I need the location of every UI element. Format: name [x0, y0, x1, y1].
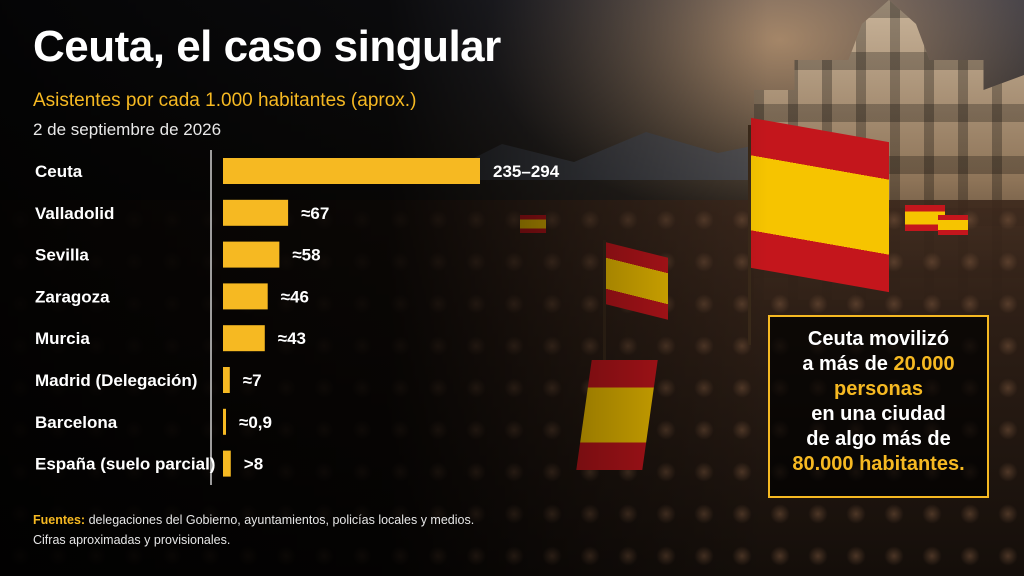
bar	[223, 158, 480, 184]
value-label: ≈0,9	[239, 413, 272, 432]
sources-note: Fuentes: delegaciones del Gobierno, ayun…	[33, 510, 474, 550]
callout-highlight: personas	[834, 378, 923, 400]
callout-highlight: 20.000	[893, 353, 955, 375]
chart-title: Ceuta, el caso singular	[33, 22, 501, 71]
callout-box: Ceuta movilizó a más de 20.000 personas …	[768, 315, 989, 498]
category-label: Sevilla	[35, 246, 89, 265]
category-label: Zaragoza	[35, 287, 110, 306]
category-label: Valladolid	[35, 204, 114, 223]
callout-line: en una ciudad	[811, 403, 946, 425]
callout-line: a más de 20.000	[802, 353, 955, 375]
bar	[223, 283, 268, 310]
callout-line: Ceuta movilizó	[807, 328, 950, 350]
callout-highlight: 80.000 habitantes.	[792, 453, 965, 475]
sources-line: Fuentes: delegaciones del Gobierno, ayun…	[33, 510, 474, 530]
sources-lead: Fuentes:	[33, 513, 86, 527]
sources-text: delegaciones del Gobierno, ayuntamientos…	[85, 513, 475, 527]
bar	[223, 241, 280, 268]
value-label: ≈7	[243, 371, 262, 390]
sources-disclaimer: Cifras aproximadas y provisionales.	[33, 533, 231, 547]
bar	[223, 367, 230, 393]
bar	[223, 325, 265, 352]
category-label: Madrid (Delegación)	[35, 371, 197, 390]
chart-subtitle: Asistentes por cada 1.000 habitantes (ap…	[33, 90, 417, 111]
callout-line: de algo más de	[806, 428, 951, 450]
bar	[223, 408, 226, 435]
category-label: España (suelo parcial)	[35, 455, 215, 474]
value-label: ≈46	[281, 287, 309, 306]
category-label: Barcelona	[35, 413, 118, 432]
value-label: 235–294	[493, 162, 560, 181]
value-label: ≈58	[292, 246, 320, 265]
value-label: ≈67	[301, 204, 329, 223]
category-label: Ceuta	[35, 162, 83, 181]
bar	[223, 450, 231, 477]
category-label: Murcia	[35, 329, 90, 348]
bar	[223, 199, 289, 226]
chart-date: 2 de septiembre de 2026	[33, 120, 222, 139]
value-label: ≈43	[278, 329, 306, 348]
value-label: >8	[244, 455, 263, 474]
